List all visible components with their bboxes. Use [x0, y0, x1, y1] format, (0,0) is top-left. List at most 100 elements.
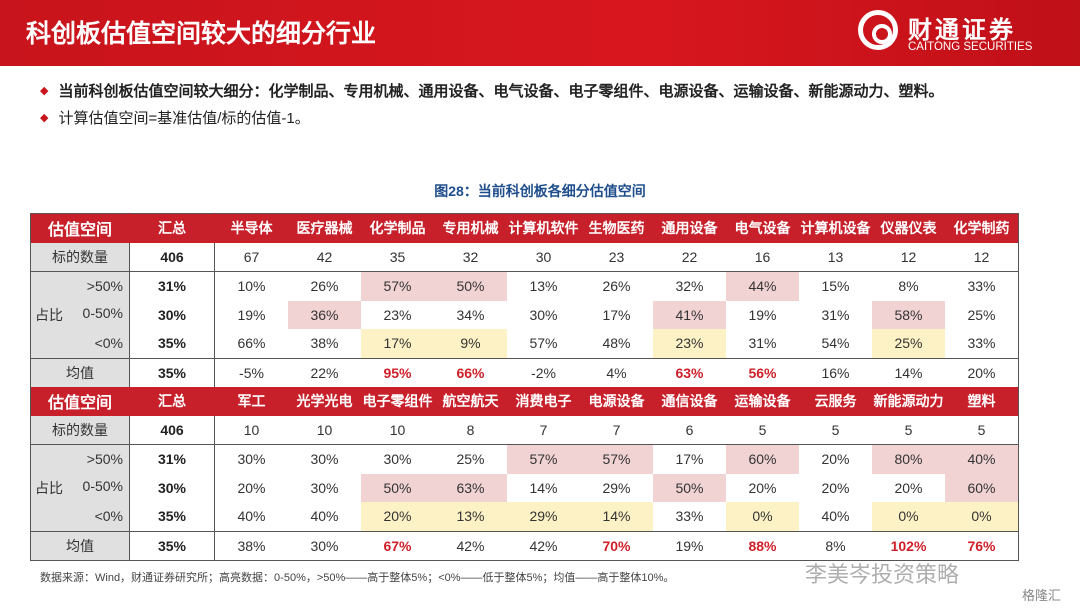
value-cell: 19% [237, 306, 266, 323]
value-cell: 33% [967, 278, 996, 295]
value-cell: 15% [821, 278, 850, 295]
total-cell: 35% [129, 357, 215, 387]
table-row: 标的数量 406 67 42 35 32 30 23 22 16 13 12 12 [30, 242, 1019, 272]
value-cell: 80% [872, 444, 945, 474]
ratio-group-label: 占比 [35, 479, 63, 496]
industry-header: 航空航天 [434, 387, 507, 416]
value-cell: 10 [361, 415, 434, 445]
value-cell: 66% [434, 357, 507, 387]
row-label: 标的数量 [30, 242, 130, 272]
industry-header: 云服务 [799, 387, 872, 416]
value-cell: 30% [529, 306, 558, 323]
row-label: 标的数量 [30, 415, 130, 445]
watermark-2: 格隆汇 [1022, 588, 1062, 603]
total-cell: 35% [129, 329, 215, 358]
industry-header: 军工 [214, 387, 288, 416]
value-cell: 40% [237, 508, 266, 525]
value-cell: 17% [361, 329, 434, 358]
value-cell: 50% [361, 473, 434, 502]
value-cell: 22 [653, 242, 726, 272]
value-cell: 67% [361, 530, 434, 561]
value-cell: 17% [602, 306, 631, 323]
table-row: 占比 0-50% 30% 20% 30% 50% 63% 14% 29% 50% 20% 20% 20%… [30, 473, 1019, 502]
row-label: >50% [30, 444, 130, 474]
value-cell: 42 [288, 242, 361, 272]
value-cell: 12 [872, 242, 945, 272]
value-cell: 8% [898, 278, 919, 295]
value-cell: 0% [726, 502, 799, 531]
value-cell: 56% [726, 357, 799, 387]
value-cell: 58% [872, 300, 945, 329]
value-cell: 41% [653, 300, 726, 329]
value-cell: 17% [675, 451, 704, 468]
corner-header: 估值空间 [30, 387, 130, 416]
industry-header: 新能源动力 [872, 387, 945, 416]
total-cell: 31% [129, 444, 215, 474]
value-cell: 20% [361, 502, 434, 531]
value-cell: 31% [748, 335, 777, 352]
source-note: 数据来源：Wind，财通证券研究所；高亮数据：0-50%，>50%——高于整体5… [40, 572, 675, 584]
value-cell: 25% [872, 329, 945, 358]
value-cell: 20% [821, 451, 850, 468]
value-cell: -2% [507, 357, 580, 387]
industry-header: 计算机软件 [507, 213, 580, 243]
value-cell: 76% [945, 530, 1019, 561]
value-cell: 50% [653, 473, 726, 502]
row-label-text: <0% [94, 335, 123, 352]
logo-cn: 财通证券 [908, 17, 1016, 44]
industry-header: 电气设备 [726, 213, 799, 243]
industry-header: 化学制品 [361, 213, 434, 243]
industry-header: 医疗器械 [288, 213, 361, 243]
value-cell: 57% [529, 335, 558, 352]
value-cell: 38% [214, 530, 288, 561]
value-cell: 16 [726, 242, 799, 272]
value-cell: 57% [580, 444, 653, 474]
industry-header: 塑料 [945, 387, 1019, 416]
row-label-text: <0% [94, 508, 123, 525]
logo-en: CAITONG SECURITIES [908, 41, 1033, 53]
value-cell: 60% [945, 473, 1019, 502]
diamond-icon: ◆ [40, 112, 49, 124]
value-cell: 57% [361, 271, 434, 301]
row-label: 占比 0-50% [30, 300, 130, 329]
watermark: 李美岑投资策略 [805, 562, 960, 587]
table-row: 均值 35% -5% 22% 95% 66% -2% 4% 63% 56% 16% 14% 20% [30, 357, 1019, 387]
value-cell: 20% [821, 479, 850, 496]
value-cell: 7 [507, 415, 580, 445]
bullet-1: ◆ 当前科创板估值空间较大细分：化学制品、专用机械、通用设备、电气设备、电子零组件… [40, 80, 943, 101]
value-cell: 10 [214, 415, 288, 445]
value-cell: 29% [602, 479, 631, 496]
industry-header: 半导体 [214, 213, 288, 243]
value-cell: 44% [726, 271, 799, 301]
value-cell: 13% [529, 278, 558, 295]
value-cell: 34% [456, 306, 485, 323]
row-label-text: 0-50% [82, 477, 123, 494]
value-cell: 14% [529, 479, 558, 496]
value-cell: 10% [237, 278, 266, 295]
table-header-row: 估值空间 汇总 半导体 医疗器械 化学制品 专用机械 计算机软件 生物医药 通用设备 电气设备 计算… [30, 213, 1019, 243]
row-label-text: 0-50% [82, 304, 123, 321]
logo-icon [858, 10, 898, 50]
value-cell: 102% [872, 530, 945, 561]
value-cell: 48% [602, 335, 631, 352]
table-row: >50% 31% 30% 30% 30% 25% 57% 57% 17% 60% 20% 80% 40% [30, 444, 1019, 474]
value-cell: 50% [434, 271, 507, 301]
page-title: 科创板估值空间较大的细分行业 [26, 20, 377, 48]
value-cell: 63% [434, 473, 507, 502]
value-cell: 63% [653, 357, 726, 387]
value-cell: 20% [945, 357, 1019, 387]
value-cell: 36% [288, 300, 361, 329]
industry-header: 化学制药 [945, 213, 1019, 243]
industry-header: 光学光电 [288, 387, 361, 416]
row-label-text: >50% [86, 451, 123, 468]
value-cell: 19% [748, 306, 777, 323]
value-cell: 6 [653, 415, 726, 445]
ratio-group-label: 占比 [35, 306, 63, 323]
total-cell: 406 [129, 242, 215, 272]
value-cell: 7 [580, 415, 653, 445]
industry-header: 电子零组件 [361, 387, 434, 416]
row-label: 均值 [30, 530, 130, 561]
value-cell: 13% [434, 502, 507, 531]
row-label: 占比 0-50% [30, 473, 130, 502]
industry-header: 通用设备 [653, 213, 726, 243]
